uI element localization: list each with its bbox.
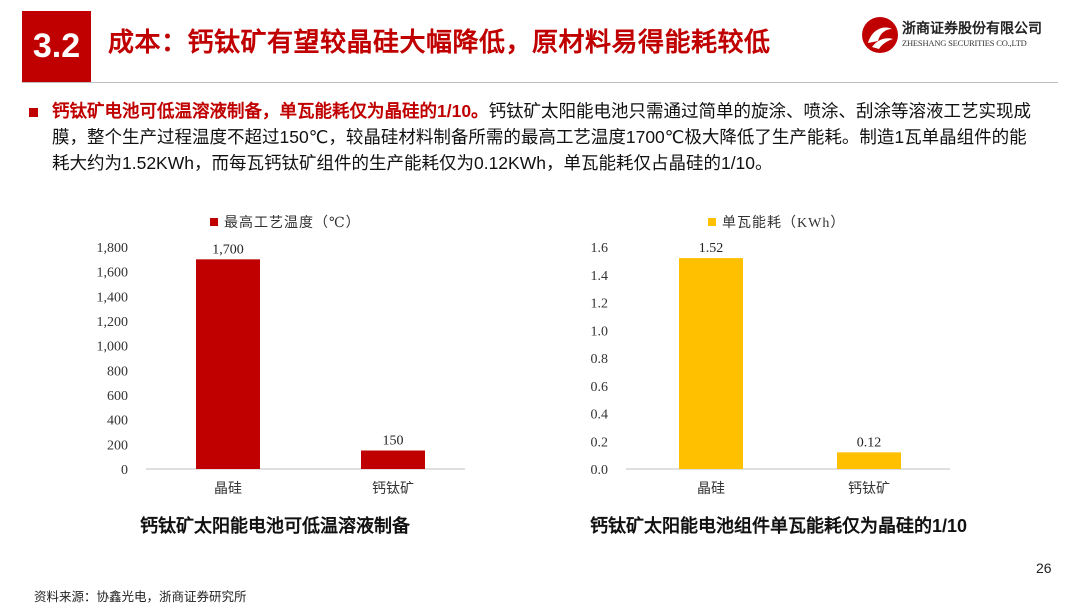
chart-2-legend-swatch (708, 218, 716, 226)
chart-2-data-label: 0.12 (857, 435, 882, 450)
company-logo: 浙商证券股份有限公司 ZHESHANG SECURITIES CO.,LTD (862, 17, 1062, 53)
bullet-lead: 钙钛矿电池可低温溶液制备，单瓦能耗仅为晶硅的1/10。 (52, 101, 489, 121)
section-number: 3.2 (32, 27, 81, 65)
chart-2-ytick-label: 0.6 (591, 380, 609, 395)
chart-1-category-label: 钙钛矿 (372, 481, 414, 497)
chart-2-ytick-label: 1.2 (591, 297, 609, 312)
bullet-body: 钙钛矿太阳能电池只需通过简单的旋涂、喷涂、刮涂等溶液工艺实现成膜，整个生产过程温… (52, 101, 1032, 173)
chart-1-ytick-label: 800 (107, 364, 128, 379)
chart-2-ytick-label: 0.0 (591, 463, 609, 478)
chart-2-ytick-label: 0.2 (591, 435, 609, 450)
section-number-badge: 3.2 (22, 11, 91, 82)
chart-1-bar (196, 259, 260, 469)
zheshang-logo-icon (862, 17, 898, 53)
chart-1-legend-swatch (210, 218, 218, 226)
chart-2-bar (837, 452, 901, 469)
chart-2-caption: 钙钛矿太阳能电池组件单瓦能耗仅为晶硅的1/10 (590, 516, 968, 536)
bullet-square-icon (29, 108, 38, 117)
page-number: 26 (1036, 560, 1052, 576)
chart-1-caption: 钙钛矿太阳能电池可低温溶液制备 (140, 516, 410, 536)
chart-2-category-label: 钙钛矿 (848, 481, 890, 497)
chart-1-ytick-label: 400 (107, 414, 128, 429)
chart-1-ytick-label: 1,600 (97, 266, 129, 281)
source-note: 资料来源：协鑫光电，浙商证券研究所 (34, 590, 247, 604)
chart-2-ytick-label: 1.4 (591, 269, 609, 284)
chart-1-category-label: 晶硅 (214, 481, 242, 497)
chart-2-ytick-label: 1.6 (591, 241, 609, 256)
chart-1-ytick-label: 1,400 (97, 290, 129, 305)
chart-1-data-label: 1,700 (212, 242, 244, 257)
chart-1-ytick-label: 1,200 (97, 315, 129, 330)
chart-2-ytick-label: 1.0 (591, 324, 609, 339)
chart-1-ytick-label: 200 (107, 438, 128, 453)
chart-1-ytick-label: 600 (107, 389, 128, 404)
company-name-cn: 浙商证券股份有限公司 (902, 20, 1042, 36)
chart-1-bar (361, 450, 425, 469)
bullet-paragraph: 钙钛矿电池可低温溶液制备，单瓦能耗仅为晶硅的1/10。钙钛矿太阳能电池只需通过简… (52, 98, 1037, 176)
chart-1-legend-label: 最高工艺温度（℃） (224, 214, 361, 231)
company-name-en: ZHESHANG SECURITIES CO.,LTD (902, 38, 1027, 48)
chart-1-ytick-label: 0 (121, 463, 128, 478)
chart-1-ytick-label: 1,800 (97, 241, 129, 256)
chart-1-data-label: 150 (383, 434, 404, 449)
title-divider (22, 82, 1058, 83)
chart-2-data-label: 1.52 (699, 241, 724, 256)
chart-2-ytick-label: 0.4 (591, 408, 609, 423)
page-title: 成本：钙钛矿有望较晶硅大幅降低，原材料易得能耗较低 (108, 27, 771, 57)
chart-2-legend-label: 单瓦能耗（KWh） (722, 215, 845, 231)
chart-1-ytick-label: 1,000 (97, 340, 129, 355)
chart-2-category-label: 晶硅 (697, 481, 725, 497)
chart-2-bar (679, 258, 743, 469)
chart-2-ytick-label: 0.8 (591, 352, 609, 367)
